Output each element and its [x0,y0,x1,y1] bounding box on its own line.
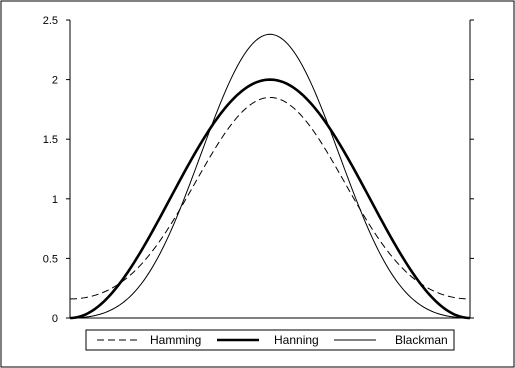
legend-box [85,329,455,351]
axes: 0 0.5 1 1.5 2 2.5 [43,15,474,325]
series-layer [69,33,471,320]
series-line-hanning [69,78,471,320]
y-tick-label: 2 [52,75,58,87]
series-line-blackman [69,33,471,319]
y-tick-label: 1 [52,194,58,206]
legend-label-blackman: Blackman [395,333,448,347]
legend-label-hamming: Hamming [150,333,201,347]
y-tick-label: 2.5 [43,15,58,27]
y-tick-label: 0.5 [43,253,58,265]
y-tick-label: 1.5 [43,134,58,146]
legend-label-hanning: Hanning [274,333,319,347]
series-line-hamming [69,96,471,300]
y-tick-label: 0 [52,313,58,325]
legend: Hamming Hanning Blackman [85,329,455,351]
